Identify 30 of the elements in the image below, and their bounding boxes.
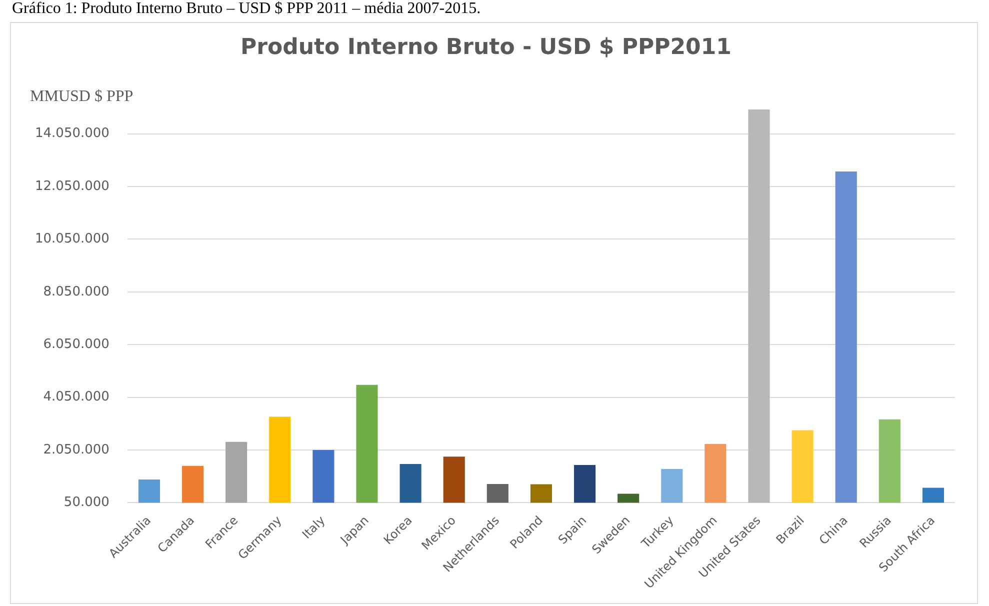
bar <box>182 466 204 503</box>
bar <box>443 456 465 503</box>
y-tick-label: 12.050.000 <box>34 178 110 194</box>
y-tick-label: 10.050.000 <box>34 232 110 247</box>
y-tick-label: 8.050.000 <box>43 284 110 300</box>
bar <box>661 468 683 503</box>
bar <box>400 464 422 503</box>
bar <box>530 484 552 503</box>
y-tick-label: 4.050.000 <box>43 390 110 405</box>
y-axis-title: MMUSD $ PPP <box>30 88 134 106</box>
bar <box>138 480 160 503</box>
bar <box>312 450 334 503</box>
chart-title: Produto Interno Bruto - USD $ PPP2011 <box>240 34 732 60</box>
bar <box>922 488 944 503</box>
bar <box>878 419 900 503</box>
bar <box>618 494 640 503</box>
bar <box>704 444 726 503</box>
bar <box>748 110 770 503</box>
bar <box>835 171 857 503</box>
bar <box>226 442 248 503</box>
bar <box>486 484 508 503</box>
y-tick-label: 14.050.000 <box>34 126 110 142</box>
y-tick-label: 6.050.000 <box>43 336 110 352</box>
y-tick-label: 2.050.000 <box>43 442 110 458</box>
y-tick-label: 50.000 <box>64 495 110 510</box>
bar <box>269 416 291 503</box>
bar <box>356 384 378 503</box>
bar <box>792 430 814 503</box>
bar <box>574 465 596 503</box>
text: Gráfico 1: Produto Interno Bruto – USD $ PPP 2011 – média 2007-2015. <box>12 0 481 18</box>
